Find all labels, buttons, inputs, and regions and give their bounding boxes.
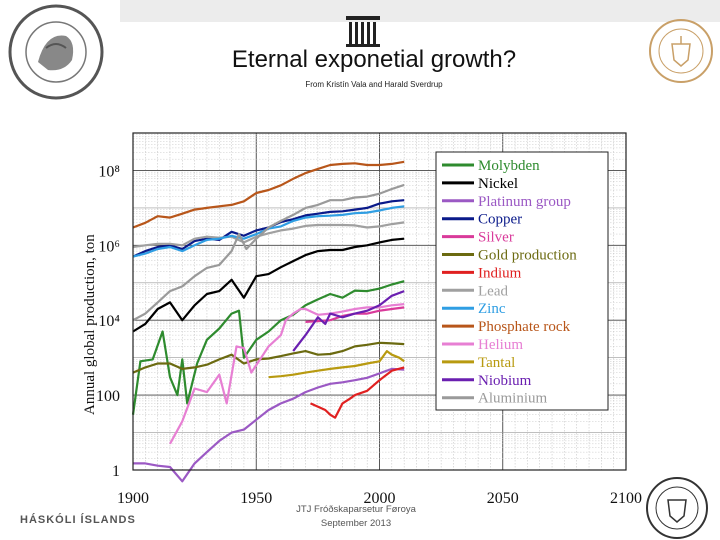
top-band	[120, 0, 720, 22]
plot-frame	[132, 132, 627, 471]
y-axis-label: Annual global production, ton	[82, 234, 98, 415]
y-tick-label: 1	[112, 463, 120, 480]
legend-entry: Lead	[478, 283, 508, 299]
y-tick-labels: 1 100 10⁴ 10⁶ 10⁸	[96, 163, 120, 480]
x-tick-label: 2100	[610, 490, 642, 507]
legend-entry: Platinum group	[478, 194, 571, 210]
chart-series	[131, 160, 405, 483]
footer-line-1: JTJ Fróðskaparsetur Føroya	[296, 504, 416, 515]
slide-title: Eternal exponetial growth?	[231, 46, 517, 73]
legend-entry: Indium	[478, 265, 522, 281]
university-seal-logo	[8, 4, 104, 100]
legend-entry: Copper	[478, 212, 522, 228]
legend-entry: Gold production	[478, 248, 577, 264]
lund-seal-small-logo	[646, 477, 708, 539]
series-line-niobium	[292, 290, 405, 352]
x-tick-label: 1900	[117, 490, 149, 507]
legend-entry: Phosphate rock	[478, 319, 571, 335]
legend-entry: Silver	[478, 230, 514, 246]
series-line-lead	[132, 221, 405, 249]
legend-entry: Helium	[478, 337, 523, 353]
chart-legend: Molybden Nickel Platinum group Copper Silver…	[435, 151, 609, 411]
y-tick-label: 10⁶	[98, 238, 120, 255]
footer-university-name: HÁSKÓLI ÍSLANDS	[20, 514, 136, 526]
legend-entry: Zinc	[478, 301, 506, 317]
footer-line-2: September 2013	[320, 518, 392, 529]
lund-seal-logo	[649, 19, 713, 83]
x-tick-label: 2000	[364, 490, 396, 507]
series-line-platinum-group	[133, 367, 405, 483]
legend-entry: Tantal	[478, 355, 515, 371]
series-line-gold-production	[132, 341, 405, 374]
y-tick-label: 10⁸	[98, 163, 120, 180]
series-line-tantal	[268, 350, 405, 379]
series-line-aluminium	[132, 183, 405, 322]
slide-subtitle: From Kristín Vala and Harald Sverdrup	[305, 80, 443, 89]
y-tick-label: 100	[96, 388, 120, 405]
series-line-phosphate-rock	[132, 160, 405, 229]
legend-entry: Niobium	[478, 373, 532, 389]
legend-entry: Molybden	[478, 158, 540, 174]
legend-entry: Aluminium	[478, 391, 548, 407]
legend-entry: Nickel	[478, 176, 518, 192]
series-line-helium	[169, 303, 405, 445]
x-tick-label: 1950	[240, 490, 272, 507]
building-logo	[346, 16, 380, 47]
series-line-molybden	[131, 280, 405, 415]
series-line-nickel	[132, 237, 405, 333]
footer-credits: JTJ Fróðskaparsetur Føroya September 201…	[286, 503, 426, 531]
series-line-indium	[310, 366, 405, 419]
x-tick-labels: 1900 1950 2000 2050 2100	[117, 490, 642, 507]
y-tick-label: 10⁴	[98, 313, 120, 330]
x-tick-label: 2050	[487, 490, 519, 507]
legend-box	[435, 151, 609, 411]
